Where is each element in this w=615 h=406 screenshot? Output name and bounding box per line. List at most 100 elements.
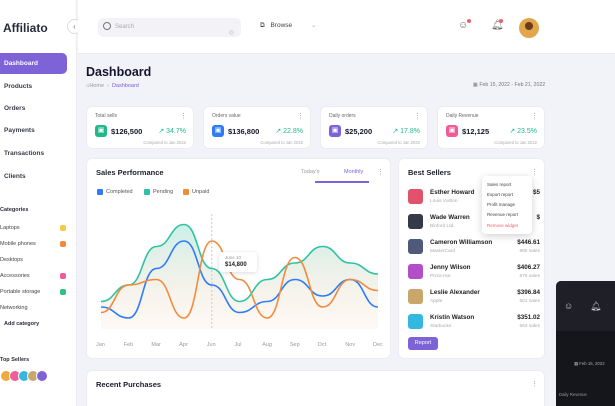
trend-up-icon: ↗ — [275, 128, 284, 135]
breadcrumb: ⌂Home › Dashboard — [86, 83, 139, 89]
home-icon: ⌂ — [86, 83, 90, 89]
dark-kpi-label: Daily Revenue — [559, 392, 587, 397]
avatar[interactable] — [36, 370, 48, 382]
chevron-left-icon: ‹ — [73, 22, 76, 31]
breadcrumb-current: Dashboard — [111, 83, 139, 89]
kpi-value: $136,800 — [228, 127, 260, 136]
seller-price: $406.27 — [517, 264, 540, 271]
series-line-unpaid[interactable] — [100, 240, 379, 319]
category-item[interactable]: Mobile phones — [0, 238, 68, 250]
bell-icon[interactable]: 🔔︎ — [491, 20, 504, 31]
legend-pending[interactable]: Pending — [144, 189, 173, 195]
sales-title: Sales Performance — [96, 168, 164, 177]
messages-icon[interactable]: ☺ — [458, 20, 469, 31]
category-item[interactable]: Networking — [0, 302, 68, 314]
seller-brand: Binford Ltd. — [430, 224, 455, 229]
dark-topbar — [556, 281, 615, 331]
best-seller-row[interactable]: Kristin Watson Starbucks $351.02 563 sales — [408, 311, 540, 333]
dark-date-range: ▦ Feb 15, 2022 — [574, 361, 605, 367]
x-tick-label: Jan — [96, 342, 105, 348]
legend-completed[interactable]: Completed — [97, 189, 133, 195]
more-vertical-icon[interactable]: ⋮ — [531, 169, 538, 176]
more-vertical-icon[interactable]: ⋮ — [531, 113, 538, 120]
sidebar-item-orders[interactable]: Orders — [4, 105, 26, 112]
microphone-icon[interactable]: ◎ — [228, 30, 234, 36]
x-tick-label: Jun — [206, 342, 216, 348]
page-title: Dashboard — [86, 65, 152, 79]
grid-icon: ⧉ — [260, 22, 265, 29]
category-badge — [60, 273, 66, 279]
category-item[interactable]: Accessories — [0, 270, 68, 282]
sidebar-item-transactions[interactable]: Transactions — [4, 150, 45, 157]
menu-item-profit-manage[interactable]: Profit manage — [487, 202, 516, 207]
more-vertical-icon[interactable]: ⋮ — [180, 113, 187, 120]
legend-unpaid[interactable]: Unpaid — [183, 189, 209, 195]
recent-purchases-title: Recent Purchases — [96, 380, 162, 389]
date-range-picker[interactable]: ▦ Feb 15, 2022 - Feb 21, 2022 — [473, 82, 545, 88]
sidebar-item-payments[interactable]: Payments — [4, 127, 35, 134]
report-button[interactable]: Report — [408, 337, 438, 350]
browse-dropdown[interactable]: ⧉ Browse ⌄ — [260, 21, 316, 30]
more-vertical-icon[interactable]: ⋮ — [531, 381, 538, 388]
seller-brand: Starbucks — [430, 324, 452, 329]
legend-swatch — [183, 189, 189, 195]
x-tick-label: Sep — [289, 342, 300, 348]
breadcrumb-home[interactable]: Home — [89, 83, 104, 89]
x-tick-label: Oct — [317, 342, 327, 348]
sales-line-chart — [100, 214, 379, 329]
kpi-change: ↗ 34.7% — [158, 127, 186, 135]
kpi-compare: Compared to Jan 2022 — [494, 140, 537, 145]
add-category-button[interactable]: Add category — [4, 321, 40, 327]
menu-item-remove-widget[interactable]: Remove widget — [487, 223, 519, 228]
kpi-change-value: 23.5% — [517, 128, 537, 135]
app-logo: Affiliato — [3, 21, 48, 35]
category-item[interactable]: Portable storage — [0, 286, 68, 298]
category-item[interactable]: Desktops — [0, 254, 68, 266]
x-tick-label: Dec — [373, 342, 383, 348]
search-input[interactable]: Search ◎ — [98, 18, 241, 37]
trend-up-icon: ↗ — [509, 128, 518, 135]
kpi-label: Daily orders — [329, 113, 356, 119]
tab-today[interactable]: Today's — [301, 169, 320, 175]
kpi-value: $25,200 — [345, 127, 373, 136]
menu-item-export-report[interactable]: Export report — [487, 192, 514, 197]
sidebar-item-clients[interactable]: Clients — [4, 173, 26, 180]
sidebar: Affiliato ‹ Dashboard Products Orders Pa… — [0, 0, 82, 406]
more-vertical-icon[interactable]: ⋮ — [297, 113, 304, 120]
kpi-compare: Compared to Jan 2022 — [377, 140, 420, 145]
more-vertical-icon[interactable]: ⋮ — [414, 113, 421, 120]
product-thumbnail — [408, 189, 423, 204]
sidebar-item-dashboard[interactable]: Dashboard — [0, 53, 67, 74]
best-seller-row[interactable]: Esther Howard Louis Vuitton $5 — [408, 186, 540, 208]
product-thumbnail — [408, 239, 423, 254]
user-avatar[interactable] — [519, 18, 539, 38]
tab-monthly[interactable]: Monthly — [344, 169, 364, 175]
sidebar-item-products[interactable]: Products — [4, 83, 33, 90]
best-seller-row[interactable]: Leslie Alexander Apple $396.84 601 sales — [408, 286, 540, 308]
active-tab-indicator — [315, 181, 369, 183]
category-badge — [60, 225, 66, 231]
kpi-change: ↗ 17.8% — [392, 127, 420, 135]
legend-swatch — [97, 189, 103, 195]
trend-up-icon: ↗ — [392, 128, 401, 135]
seller-price: $396.84 — [517, 289, 540, 296]
chart-tooltip: June 10 $14,800 — [219, 252, 257, 272]
best-seller-row[interactable]: Jenny Wilson Pizza Hut $406.27 875 sales — [408, 261, 540, 283]
best-seller-row[interactable]: Cameron Williamson MasterCard $446.61 885 s… — [408, 236, 540, 258]
seller-price: $446.61 — [517, 239, 540, 246]
best-sellers-title: Best Sellers — [408, 168, 451, 177]
messages-icon: ☺ — [564, 301, 574, 311]
x-tick-label: Nov — [345, 342, 356, 348]
seller-brand: Louis Vuitton — [430, 199, 458, 204]
seller-name: Esther Howard — [430, 189, 475, 196]
series-line-pending[interactable] — [100, 223, 379, 303]
more-vertical-icon[interactable]: ⋮ — [377, 169, 384, 176]
best-seller-row[interactable]: Wade Warren Binford Ltd. $ — [408, 211, 540, 233]
categories-heading: Categories — [0, 207, 29, 213]
category-label: Accessories — [0, 273, 30, 279]
recent-purchases-card: Recent Purchases ⋮ — [86, 370, 545, 406]
menu-item-sales-report[interactable]: Sales report — [487, 182, 512, 187]
kpi-card-orders-value: Orders value ⋮ ▣ $136,800 ↗ 22.8% Compar… — [203, 106, 311, 149]
menu-item-revenue-report[interactable]: Revenue report — [487, 212, 519, 217]
category-item[interactable]: Laptops — [0, 222, 68, 234]
